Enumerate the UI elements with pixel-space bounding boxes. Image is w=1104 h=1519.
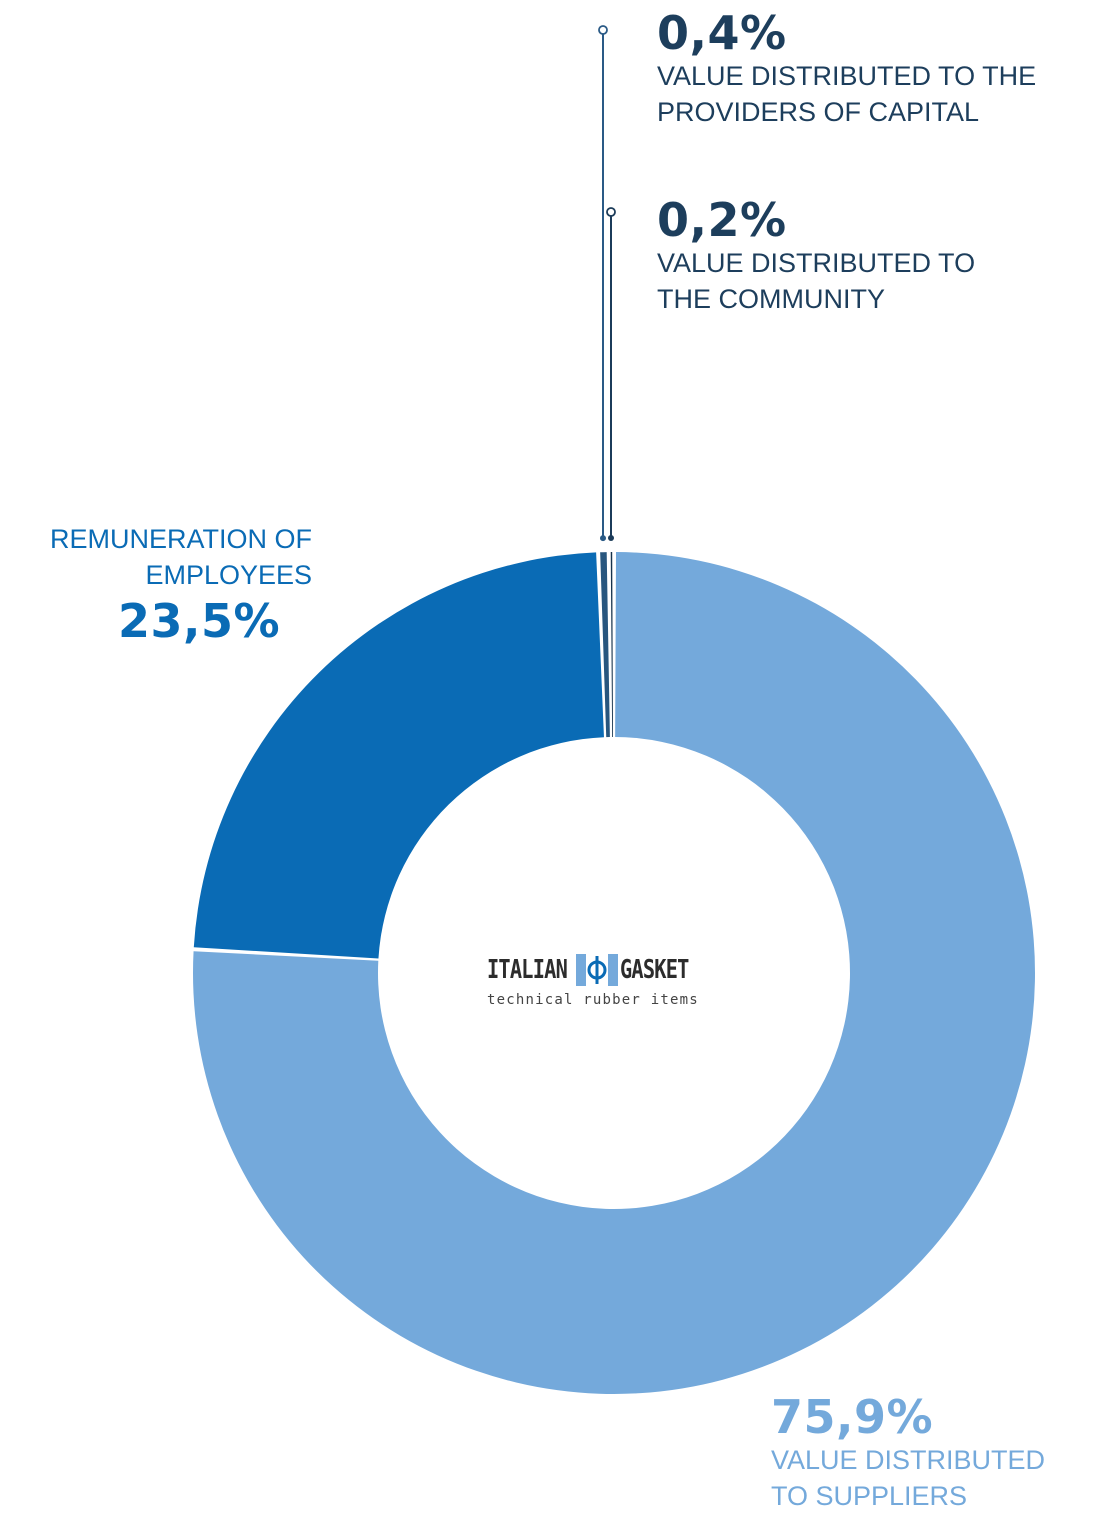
employees-percent: 23,5% <box>118 594 281 648</box>
logo-tagline: technical rubber items <box>487 992 699 1008</box>
company-logo: ITALIAN GASKET technical rubber items <box>487 950 747 1008</box>
slice-suppliers <box>193 552 1036 1394</box>
leader-end-community <box>606 207 616 217</box>
capital-description-line1: VALUE DISTRIBUTED TO THE <box>657 61 1037 91</box>
suppliers-description-line1: VALUE DISTRIBUTED <box>771 1445 1046 1475</box>
community-description-line1: VALUE DISTRIBUTED TO <box>657 248 976 278</box>
logo-word-left: ITALIAN <box>487 955 568 985</box>
slice-employees <box>193 552 604 959</box>
capital-percent: 0,4% <box>657 6 787 60</box>
label-suppliers: 75,9% VALUE DISTRIBUTED TO SUPPLIERS <box>771 1392 1091 1514</box>
slice-community <box>610 552 613 738</box>
leader-end-capital <box>598 25 608 35</box>
leader-anchor-community <box>608 535 614 542</box>
leader-anchor-capital <box>600 535 606 542</box>
logo-mark-icon <box>575 954 618 986</box>
donut-slices <box>193 552 1036 1394</box>
suppliers-description-line2: TO SUPPLIERS <box>771 1481 968 1511</box>
community-description-line2: THE COMMUNITY <box>657 284 885 314</box>
leader-lines <box>598 25 616 542</box>
employees-description-line2: EMPLOYEES <box>145 560 312 590</box>
employees-description-line1: REMUNERATION OF <box>50 524 312 554</box>
employees-percent-wrap: 23,5% <box>118 596 318 646</box>
capital-description-line2: PROVIDERS OF CAPITAL <box>657 97 980 127</box>
community-percent: 0,2% <box>657 193 787 247</box>
label-capital: 0,4% VALUE DISTRIBUTED TO THE PROVIDERS … <box>657 8 1097 130</box>
slice-capital <box>600 552 610 738</box>
label-community: 0,2% VALUE DISTRIBUTED TO THE COMMUNITY <box>657 195 1097 317</box>
suppliers-percent: 75,9% <box>771 1390 934 1444</box>
logo-word-right: GASKET <box>619 955 689 985</box>
label-employees: REMUNERATION OF EMPLOYEES <box>10 521 312 593</box>
